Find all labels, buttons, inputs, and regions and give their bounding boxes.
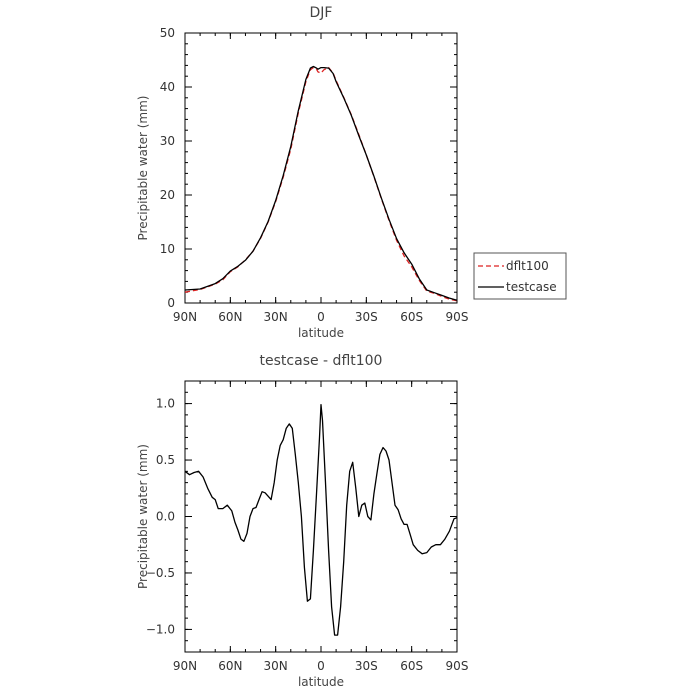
panel2-x-tick-label: 90N	[173, 659, 197, 673]
panel2-y-tick-label: −0.5	[146, 566, 175, 580]
panel2-x-tick-label: 30N	[264, 659, 288, 673]
panel2-y-tick-label: −1.0	[146, 622, 175, 636]
panel2-x-axis-title: latitude	[298, 675, 344, 689]
panel1-y-tick-label: 0	[167, 296, 175, 310]
panel1-x-tick-label: 0	[317, 310, 325, 324]
panel1-y-tick-label: 30	[160, 134, 175, 148]
panel1-legend-label: testcase	[506, 280, 557, 294]
panel2-series-line-testcase-dflt100	[184, 404, 458, 636]
panel1-y-axis-title: Precipitable water (mm)	[136, 96, 150, 241]
panel1-plot-frame	[184, 32, 458, 304]
panel1-x-tick-label: 90S	[446, 310, 469, 324]
panel1-legend-label: dflt100	[506, 259, 549, 273]
panel1-y-tick-label: 20	[160, 188, 175, 202]
panel1-y-tick-label: 40	[160, 80, 175, 94]
panel1-series-line-dflt100	[184, 66, 458, 302]
panel2-x-tick-label: 60N	[218, 659, 242, 673]
panel1-chart-title: DJF	[310, 5, 333, 21]
panel2-x-tick-label: 0	[317, 659, 325, 673]
panel1-series-line-testcase	[184, 65, 458, 301]
panel2-plot-frame	[184, 380, 458, 653]
panel2-chart-title: testcase - dflt100	[260, 353, 383, 369]
panel2-y-axis-title: Precipitable water (mm)	[136, 444, 150, 589]
panel2-y-tick-label: 0.0	[156, 510, 175, 524]
panel1-x-tick-label: 60S	[400, 310, 423, 324]
panel1-x-tick-label: 90N	[173, 310, 197, 324]
panel1-y-tick-label: 10	[160, 242, 175, 256]
panel1-x-tick-label: 30N	[264, 310, 288, 324]
panel1-x-tick-label: 30S	[355, 310, 378, 324]
panel2-x-tick-label: 60S	[400, 659, 423, 673]
panel1-legend-box	[473, 252, 567, 300]
panel1-y-tick-label: 50	[160, 26, 175, 40]
panel1-x-tick-label: 60N	[218, 310, 242, 324]
panel2-y-tick-label: 0.5	[156, 453, 175, 467]
panel2-x-tick-label: 90S	[446, 659, 469, 673]
panel1-x-axis-title: latitude	[298, 326, 344, 340]
panel2-y-tick-label: 1.0	[156, 397, 175, 411]
panel2-x-tick-label: 30S	[355, 659, 378, 673]
